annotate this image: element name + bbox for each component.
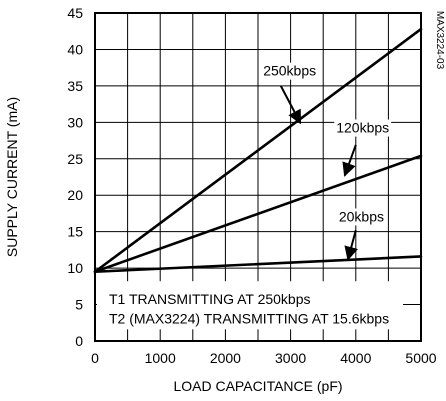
y-tick-label: 25 bbox=[67, 151, 83, 167]
y-tick-label: 0 bbox=[75, 333, 83, 349]
y-tick-label: 40 bbox=[67, 41, 83, 57]
x-tick-label: 1000 bbox=[145, 350, 176, 366]
y-tick-label: 20 bbox=[67, 187, 83, 203]
x-tick-label: 0 bbox=[91, 350, 99, 366]
x-axis-label: LOAD CAPACITANCE (pF) bbox=[173, 378, 342, 394]
y-tick-label: 30 bbox=[67, 114, 83, 130]
y-tick-label: 5 bbox=[75, 297, 83, 313]
series-label-bg-250kbps bbox=[261, 62, 319, 80]
y-tick-label: 15 bbox=[67, 224, 83, 240]
series-line-1 bbox=[93, 154, 423, 274]
series-arrow-20kbps bbox=[344, 229, 359, 261]
series-label-bg-120kbps bbox=[334, 119, 392, 137]
x-tick-label: 2000 bbox=[210, 350, 241, 366]
plot-frame bbox=[94, 12, 422, 342]
series-line-0 bbox=[93, 27, 423, 274]
series-label-bg-20kbps bbox=[336, 208, 387, 226]
y-tick-label: 45 bbox=[67, 5, 83, 21]
series-label-120kbps: 120kbps bbox=[336, 120, 389, 136]
y-tick-label: 10 bbox=[67, 260, 83, 276]
x-tick-label: 3000 bbox=[275, 350, 306, 366]
y-tick-label: 35 bbox=[67, 78, 83, 94]
notes-box bbox=[97, 281, 403, 330]
series-label-250kbps: 250kbps bbox=[263, 63, 316, 79]
series-arrow-250kbps bbox=[279, 85, 302, 125]
annotation-t2: T2 (MAX3224) TRANSMITTING AT 15.6kbps bbox=[109, 311, 389, 327]
figure-id-label: MAX3224-03 bbox=[434, 11, 445, 70]
x-axis-ticks: 0 1000 2000 3000 4000 5000 bbox=[91, 350, 437, 366]
x-tick-label: 4000 bbox=[340, 350, 371, 366]
y-axis-label: SUPPLY CURRENT (mA) bbox=[4, 97, 20, 257]
x-tick-label: 5000 bbox=[405, 350, 436, 366]
y-axis-ticks: 0 5 10 15 20 25 30 35 40 45 bbox=[67, 5, 83, 349]
series-lines bbox=[93, 27, 423, 274]
series-arrow-120kbps bbox=[342, 144, 357, 177]
series-label-20kbps: 20kbps bbox=[339, 208, 384, 224]
annotation-t1: T1 TRANSMITTING AT 250kbps bbox=[109, 291, 311, 307]
series-line-2 bbox=[93, 255, 423, 274]
